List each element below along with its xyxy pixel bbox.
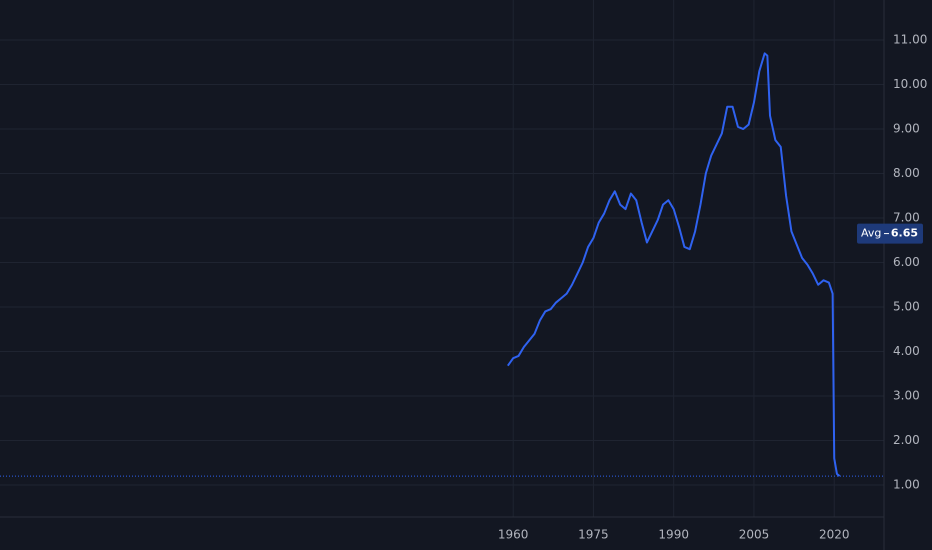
y-tick-label: 8.00 xyxy=(893,166,920,180)
average-tag xyxy=(857,223,923,244)
y-tick-label: 9.00 xyxy=(893,122,920,136)
y-tick-label: 10.00 xyxy=(893,77,927,91)
y-tick-label: 11.00 xyxy=(893,33,927,47)
y-tick-label: 4.00 xyxy=(893,344,920,358)
x-tick-label: 1975 xyxy=(578,528,609,542)
average-value: 6.65 xyxy=(891,227,918,240)
y-tick-label: 5.00 xyxy=(893,299,920,313)
y-tick-label: 7.00 xyxy=(893,211,920,225)
x-tick-label: 2005 xyxy=(739,528,770,542)
average-label: Avg xyxy=(861,227,881,240)
series-line xyxy=(507,52,841,477)
y-tick-label: 2.00 xyxy=(893,433,920,447)
x-tick-label: 1960 xyxy=(498,528,529,542)
y-tick-label: 6.00 xyxy=(893,255,920,269)
x-tick-label: 1990 xyxy=(658,528,689,542)
y-tick-label: 3.00 xyxy=(893,388,920,402)
x-tick-label: 2020 xyxy=(819,528,850,542)
y-tick-label: 1.00 xyxy=(893,477,920,491)
